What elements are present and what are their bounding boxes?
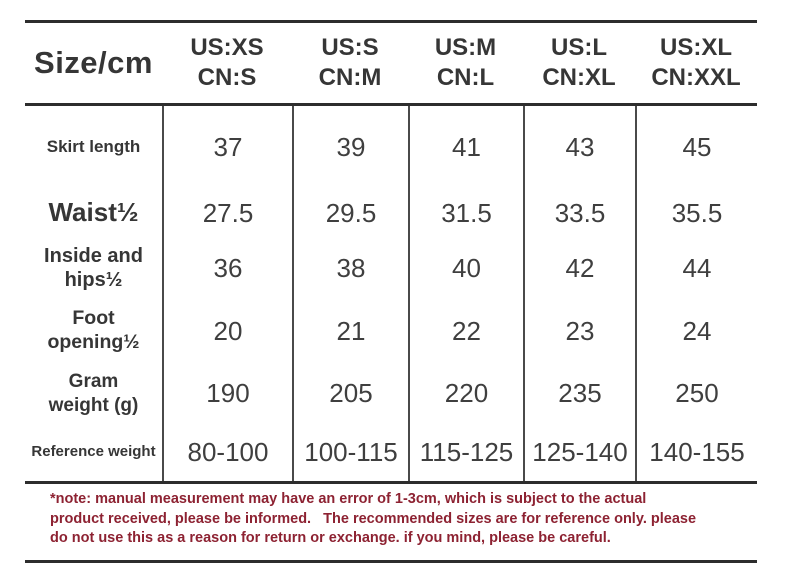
us-size-label: US:S xyxy=(321,34,379,61)
measurement-note-text: *note: manual measurement may have an er… xyxy=(50,491,697,547)
cell-value: 115-125 xyxy=(408,424,523,481)
cell-value: 35.5 xyxy=(635,189,757,237)
cell-value: 43 xyxy=(523,106,635,189)
size-chart-table: Size/cm US:XS CN:S US:S CN:M US:M CN:L U… xyxy=(25,20,757,484)
row-label-waist: Waist½ xyxy=(48,197,139,228)
size-column-header-xs: US:XS CN:S xyxy=(162,33,292,93)
cell-value: 24 xyxy=(635,299,757,363)
cn-size-label: CN:M xyxy=(318,64,382,91)
row-label-reference-weight: Reference weight xyxy=(31,443,156,461)
cell-value: 45 xyxy=(635,106,757,189)
corner-header: Size/cm xyxy=(34,45,153,80)
cell-value: 235 xyxy=(523,363,635,424)
cell-value: 42 xyxy=(523,237,635,299)
cn-size-label: CN:L xyxy=(436,64,495,91)
row-label-foot-opening: Foot opening½ xyxy=(47,307,140,353)
table-header-row: Size/cm US:XS CN:S US:S CN:M US:M CN:L U… xyxy=(25,20,757,106)
cn-size-label: CN:XL xyxy=(542,64,616,91)
row-label-skirt-length: Skirt length xyxy=(46,137,141,157)
cell-value: 41 xyxy=(408,106,523,189)
cell-value: 220 xyxy=(408,363,523,424)
cell-value: 44 xyxy=(635,237,757,299)
cell-value: 20 xyxy=(162,299,292,363)
us-size-label: US:XL xyxy=(660,34,732,61)
table-body: Skirt length 37 39 41 43 45 Waist½ 27.5 … xyxy=(25,106,757,484)
cell-value: 33.5 xyxy=(523,189,635,237)
cell-value: 140-155 xyxy=(635,424,757,481)
size-column-header-s: US:S CN:M xyxy=(292,33,408,93)
size-column-header-xl: US:XL CN:XXL xyxy=(635,33,757,93)
cell-value: 27.5 xyxy=(162,189,292,237)
cell-value: 31.5 xyxy=(408,189,523,237)
cn-size-label: CN:S xyxy=(197,64,257,91)
cell-value: 125-140 xyxy=(523,424,635,481)
cell-value: 22 xyxy=(408,299,523,363)
cell-value: 37 xyxy=(162,106,292,189)
cell-value: 205 xyxy=(292,363,408,424)
cell-value: 38 xyxy=(292,237,408,299)
bottom-divider xyxy=(25,560,757,563)
cell-value: 29.5 xyxy=(292,189,408,237)
size-column-header-m: US:M CN:L xyxy=(408,33,523,93)
cell-value: 40 xyxy=(408,237,523,299)
cell-value: 250 xyxy=(635,363,757,424)
cell-value: 21 xyxy=(292,299,408,363)
row-label-gram-weight: Gram weight (g) xyxy=(48,371,139,416)
cell-value: 36 xyxy=(162,237,292,299)
us-size-label: US:M xyxy=(434,34,497,61)
cell-value: 23 xyxy=(523,299,635,363)
cell-value: 80-100 xyxy=(162,424,292,481)
cn-size-label: CN:XXL xyxy=(651,64,741,91)
size-column-header-l: US:L CN:XL xyxy=(523,33,635,93)
row-label-inside-and-hips: Inside and hips½ xyxy=(44,244,143,291)
us-size-label: US:L xyxy=(551,34,607,61)
us-size-label: US:XS xyxy=(190,34,264,61)
cell-value: 39 xyxy=(292,106,408,189)
cell-value: 100-115 xyxy=(292,424,408,481)
cell-value: 190 xyxy=(162,363,292,424)
